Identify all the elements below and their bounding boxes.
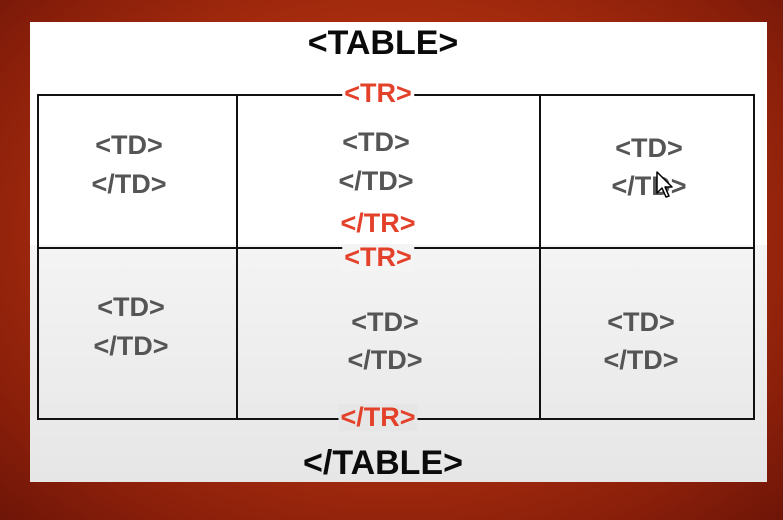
row-2-tr-close-tag: </TR> xyxy=(338,402,418,432)
row-1-cell-2-open-tag: <TD> xyxy=(342,127,410,157)
column-divider-1 xyxy=(236,96,238,418)
row-1-cell-3-close-tag: </TD> xyxy=(611,171,687,201)
row-2-cell-3-open-tag: <TD> xyxy=(607,307,675,337)
row-1-cell-1-close-tag: </TD> xyxy=(91,169,167,199)
row-1-tr-open-tag: <TR> xyxy=(342,78,414,108)
column-divider-2 xyxy=(539,96,541,418)
table-open-tag: <TABLE> xyxy=(307,24,459,62)
row-2-cell-2-open-tag: <TD> xyxy=(351,307,419,337)
mouse-pointer-icon xyxy=(656,171,673,198)
table-close-tag: </TABLE> xyxy=(303,444,463,482)
row-2-cell-1-close-tag: </TD> xyxy=(93,331,169,361)
row-2-cell-3-close-tag: </TD> xyxy=(603,345,679,375)
row-1-cell-2-close-tag: </TD> xyxy=(338,166,414,196)
row-2-cell-1-open-tag: <TD> xyxy=(97,292,165,322)
row-2-tr-open-tag: <TR> xyxy=(342,242,414,272)
diagram-panel-lower xyxy=(30,245,767,482)
row-1-cell-3-open-tag: <TD> xyxy=(615,133,683,163)
row-2-cell-2-close-tag: </TD> xyxy=(347,345,423,375)
row-1-tr-close-tag: </TR> xyxy=(340,208,416,238)
row-1-cell-1-open-tag: <TD> xyxy=(95,130,163,160)
